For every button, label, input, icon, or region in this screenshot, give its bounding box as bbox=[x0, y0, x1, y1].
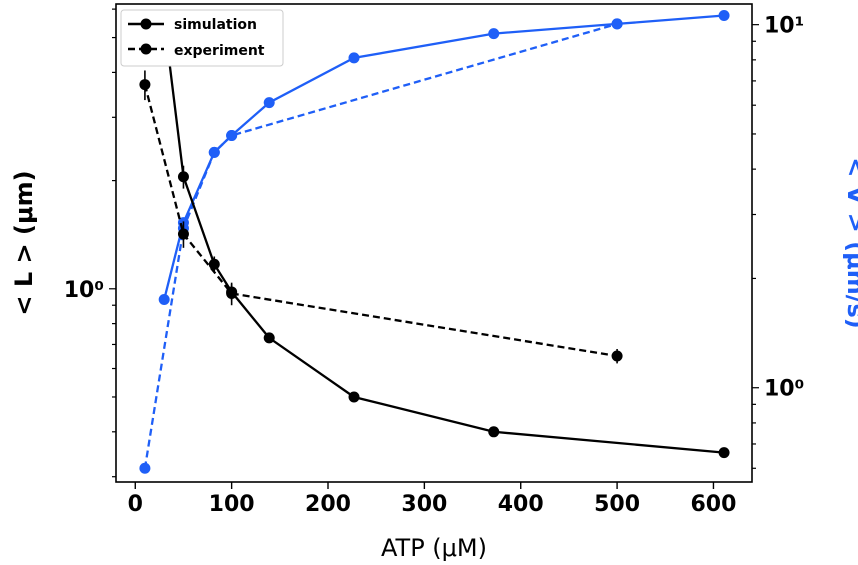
data-point-simulation bbox=[263, 332, 275, 344]
data-point-v-simulation bbox=[718, 9, 730, 21]
x-tick-label: 200 bbox=[305, 492, 351, 517]
data-point-simulation bbox=[208, 258, 220, 270]
data-point-v-simulation bbox=[348, 52, 360, 64]
data-point-simulation bbox=[718, 447, 730, 459]
data-point-v-experiment bbox=[226, 130, 238, 142]
legend-label-experiment: experiment bbox=[174, 43, 265, 59]
data-point-v-experiment bbox=[139, 462, 151, 474]
legend-marker-experiment bbox=[140, 43, 152, 55]
left-y-tick-label: 10⁰ bbox=[64, 278, 104, 303]
data-point-simulation bbox=[177, 171, 189, 183]
series-line-v-experiment bbox=[143, 22, 618, 469]
data-point-v-simulation bbox=[263, 97, 275, 109]
data-point-simulation bbox=[488, 426, 500, 438]
x-tick-label: 300 bbox=[401, 492, 447, 517]
x-tick-label: 100 bbox=[209, 492, 255, 517]
series-layer bbox=[139, 9, 730, 474]
legend-label-simulation: simulation bbox=[174, 17, 257, 33]
data-point-experiment bbox=[139, 79, 151, 91]
data-point-v-experiment bbox=[611, 18, 623, 30]
legend-marker-simulation bbox=[140, 18, 152, 30]
x-tick-label: 600 bbox=[690, 492, 736, 517]
series-line-simulation bbox=[163, 19, 725, 454]
data-point-v-simulation bbox=[488, 28, 500, 40]
data-point-experiment bbox=[226, 288, 238, 300]
axis-ticks: 0 100 200 300 400 500 600 10⁰ 10⁰ 10¹ bbox=[64, 8, 804, 517]
data-point-experiment bbox=[177, 228, 189, 240]
left-axis-title: < L > (μm) bbox=[10, 170, 38, 315]
x-tick-label: 400 bbox=[498, 492, 544, 517]
data-point-experiment bbox=[611, 350, 623, 362]
data-point-v-experiment bbox=[208, 146, 220, 158]
legend: simulation experiment bbox=[120, 9, 284, 67]
x-tick-label: 500 bbox=[594, 492, 640, 517]
data-point-simulation bbox=[348, 391, 360, 403]
x-axis-title: ATP (μM) bbox=[381, 534, 487, 562]
right-axis-title: < V > (μm/s) bbox=[842, 157, 858, 329]
right-y-tick-label: 10¹ bbox=[764, 14, 804, 39]
series-line-experiment bbox=[143, 84, 618, 358]
data-point-v-simulation bbox=[158, 293, 170, 305]
right-y-tick-label: 10⁰ bbox=[764, 377, 804, 402]
x-tick-label: 0 bbox=[128, 492, 143, 517]
plot-frame bbox=[115, 3, 753, 483]
